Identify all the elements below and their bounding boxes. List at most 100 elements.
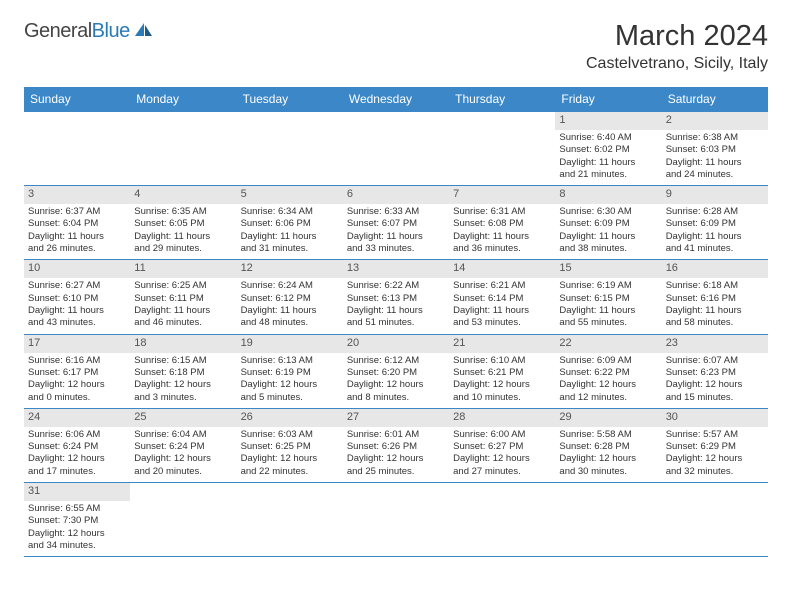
day-number: 11 xyxy=(130,260,236,278)
day-number: 12 xyxy=(237,260,343,278)
day-number: 31 xyxy=(24,483,130,501)
day-detail: Daylight: 12 hours xyxy=(134,453,232,465)
day-detail: Sunset: 6:26 PM xyxy=(347,441,445,453)
day-detail: Sunset: 6:25 PM xyxy=(241,441,339,453)
day-detail: Sunset: 6:12 PM xyxy=(241,293,339,305)
day-detail: Sunrise: 6:33 AM xyxy=(347,206,445,218)
calendar-day-cell: 4Sunrise: 6:35 AMSunset: 6:05 PMDaylight… xyxy=(130,186,236,259)
day-detail: Sunrise: 6:38 AM xyxy=(666,132,764,144)
day-detail: and 31 minutes. xyxy=(241,243,339,255)
calendar-week-row: 31Sunrise: 6:55 AMSunset: 7:30 PMDayligh… xyxy=(24,483,768,557)
day-detail: Daylight: 11 hours xyxy=(559,231,657,243)
day-detail: Sunrise: 5:58 AM xyxy=(559,429,657,441)
calendar-day-cell: 23Sunrise: 6:07 AMSunset: 6:23 PMDayligh… xyxy=(662,335,768,408)
day-detail: and 33 minutes. xyxy=(347,243,445,255)
day-detail: Daylight: 12 hours xyxy=(241,453,339,465)
day-detail: Sunrise: 6:07 AM xyxy=(666,355,764,367)
weekday-header: Sunday xyxy=(24,87,130,112)
calendar-day-cell xyxy=(24,112,130,185)
day-number: 16 xyxy=(662,260,768,278)
day-detail: Sunset: 6:05 PM xyxy=(134,218,232,230)
day-detail: Daylight: 12 hours xyxy=(559,379,657,391)
day-detail: Daylight: 11 hours xyxy=(666,157,764,169)
day-detail: and 20 minutes. xyxy=(134,466,232,478)
calendar-week-row: 17Sunrise: 6:16 AMSunset: 6:17 PMDayligh… xyxy=(24,335,768,409)
day-detail: Daylight: 12 hours xyxy=(28,453,126,465)
day-detail: Sunrise: 6:15 AM xyxy=(134,355,232,367)
calendar-day-cell xyxy=(237,483,343,556)
weekday-header: Wednesday xyxy=(343,87,449,112)
day-detail: and 46 minutes. xyxy=(134,317,232,329)
day-detail: and 15 minutes. xyxy=(666,392,764,404)
day-detail: and 41 minutes. xyxy=(666,243,764,255)
day-number: 9 xyxy=(662,186,768,204)
day-detail: Sunset: 6:08 PM xyxy=(453,218,551,230)
day-detail: and 10 minutes. xyxy=(453,392,551,404)
calendar-day-cell xyxy=(449,483,555,556)
day-detail: Sunset: 6:03 PM xyxy=(666,144,764,156)
day-detail: Sunrise: 6:06 AM xyxy=(28,429,126,441)
day-detail: Sunrise: 6:21 AM xyxy=(453,280,551,292)
weekday-header: Friday xyxy=(555,87,661,112)
calendar-day-cell: 2Sunrise: 6:38 AMSunset: 6:03 PMDaylight… xyxy=(662,112,768,185)
header: GeneralBlue March 2024 Castelvetrano, Si… xyxy=(24,20,768,73)
day-detail: and 43 minutes. xyxy=(28,317,126,329)
day-detail: and 17 minutes. xyxy=(28,466,126,478)
calendar-day-cell xyxy=(555,483,661,556)
day-detail: and 55 minutes. xyxy=(559,317,657,329)
day-number: 27 xyxy=(343,409,449,427)
calendar-day-cell xyxy=(343,483,449,556)
day-detail: and 38 minutes. xyxy=(559,243,657,255)
day-detail: Daylight: 12 hours xyxy=(559,453,657,465)
calendar-day-cell: 25Sunrise: 6:04 AMSunset: 6:24 PMDayligh… xyxy=(130,409,236,482)
day-detail: Sunrise: 6:25 AM xyxy=(134,280,232,292)
day-detail: Sunset: 6:21 PM xyxy=(453,367,551,379)
day-detail: Daylight: 11 hours xyxy=(347,231,445,243)
logo-text-general: General xyxy=(24,20,92,42)
day-detail: Sunset: 6:23 PM xyxy=(666,367,764,379)
day-detail: and 0 minutes. xyxy=(28,392,126,404)
day-number: 13 xyxy=(343,260,449,278)
day-detail: Sunrise: 6:40 AM xyxy=(559,132,657,144)
day-detail: Daylight: 12 hours xyxy=(453,379,551,391)
calendar-day-cell xyxy=(662,483,768,556)
day-detail: Sunset: 6:07 PM xyxy=(347,218,445,230)
day-detail: and 3 minutes. xyxy=(134,392,232,404)
day-detail: Daylight: 11 hours xyxy=(134,231,232,243)
day-number: 29 xyxy=(555,409,661,427)
day-number: 7 xyxy=(449,186,555,204)
calendar-day-cell: 7Sunrise: 6:31 AMSunset: 6:08 PMDaylight… xyxy=(449,186,555,259)
calendar-header-row: SundayMondayTuesdayWednesdayThursdayFrid… xyxy=(24,87,768,112)
day-detail: and 34 minutes. xyxy=(28,540,126,552)
day-number: 5 xyxy=(237,186,343,204)
calendar-day-cell: 8Sunrise: 6:30 AMSunset: 6:09 PMDaylight… xyxy=(555,186,661,259)
day-detail: Daylight: 12 hours xyxy=(134,379,232,391)
day-detail: Sunrise: 6:37 AM xyxy=(28,206,126,218)
day-detail: Sunrise: 6:55 AM xyxy=(28,503,126,515)
day-detail: Sunrise: 6:16 AM xyxy=(28,355,126,367)
day-detail: Daylight: 11 hours xyxy=(666,231,764,243)
day-detail: and 51 minutes. xyxy=(347,317,445,329)
day-detail: and 25 minutes. xyxy=(347,466,445,478)
day-detail: Daylight: 11 hours xyxy=(453,305,551,317)
day-detail: Sunrise: 6:10 AM xyxy=(453,355,551,367)
day-number: 20 xyxy=(343,335,449,353)
day-detail: and 22 minutes. xyxy=(241,466,339,478)
day-detail: Sunrise: 6:28 AM xyxy=(666,206,764,218)
day-detail: Sunset: 6:27 PM xyxy=(453,441,551,453)
calendar-day-cell: 11Sunrise: 6:25 AMSunset: 6:11 PMDayligh… xyxy=(130,260,236,333)
day-detail: Sunset: 6:14 PM xyxy=(453,293,551,305)
day-detail: Sunrise: 6:24 AM xyxy=(241,280,339,292)
calendar: SundayMondayTuesdayWednesdayThursdayFrid… xyxy=(24,87,768,557)
calendar-day-cell: 27Sunrise: 6:01 AMSunset: 6:26 PMDayligh… xyxy=(343,409,449,482)
calendar-day-cell: 18Sunrise: 6:15 AMSunset: 6:18 PMDayligh… xyxy=(130,335,236,408)
day-detail: and 21 minutes. xyxy=(559,169,657,181)
day-number: 25 xyxy=(130,409,236,427)
day-detail: and 58 minutes. xyxy=(666,317,764,329)
calendar-day-cell: 10Sunrise: 6:27 AMSunset: 6:10 PMDayligh… xyxy=(24,260,130,333)
day-number: 21 xyxy=(449,335,555,353)
day-detail: and 27 minutes. xyxy=(453,466,551,478)
calendar-day-cell: 29Sunrise: 5:58 AMSunset: 6:28 PMDayligh… xyxy=(555,409,661,482)
day-detail: Sunset: 6:17 PM xyxy=(28,367,126,379)
day-detail: Sunset: 6:24 PM xyxy=(134,441,232,453)
